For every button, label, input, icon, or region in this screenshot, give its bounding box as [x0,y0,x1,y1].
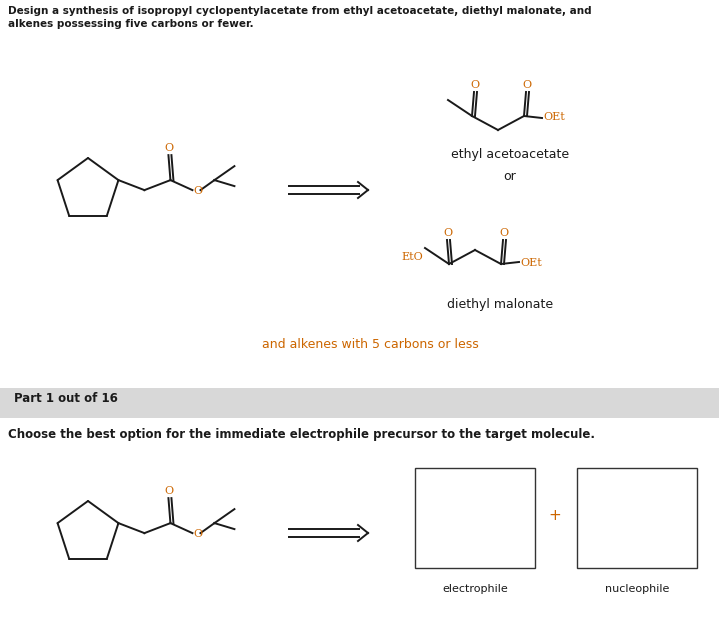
Text: O: O [500,228,508,238]
Bar [0,388,719,418]
Text: OEt: OEt [543,112,564,122]
Text: O: O [193,186,203,196]
Text: and alkenes with 5 carbons or less: and alkenes with 5 carbons or less [262,338,478,351]
Text: Design a synthesis of isopropyl cyclopentylacetate from ethyl acetoacetate, diet: Design a synthesis of isopropyl cyclopen… [8,6,592,29]
Text: O: O [444,228,452,238]
Text: nucleophile: nucleophile [605,584,669,594]
Text: O: O [165,486,174,496]
Text: O: O [193,529,203,539]
Text: O: O [165,143,174,153]
Bar [577,468,697,568]
Text: O: O [470,80,480,90]
Text: EtO: EtO [401,252,423,262]
Bar [415,468,535,568]
Text: electrophile: electrophile [442,584,508,594]
Text: O: O [523,80,531,90]
Text: Part 1 out of 16: Part 1 out of 16 [14,392,118,405]
Text: +: + [549,509,562,523]
Text: Choose the best option for the immediate electrophile precursor to the target mo: Choose the best option for the immediate… [8,428,595,441]
Text: OEt: OEt [520,258,541,268]
Text: diethyl malonate: diethyl malonate [447,298,553,311]
Text: ethyl acetoacetate: ethyl acetoacetate [451,148,569,161]
Text: or: or [503,170,516,183]
